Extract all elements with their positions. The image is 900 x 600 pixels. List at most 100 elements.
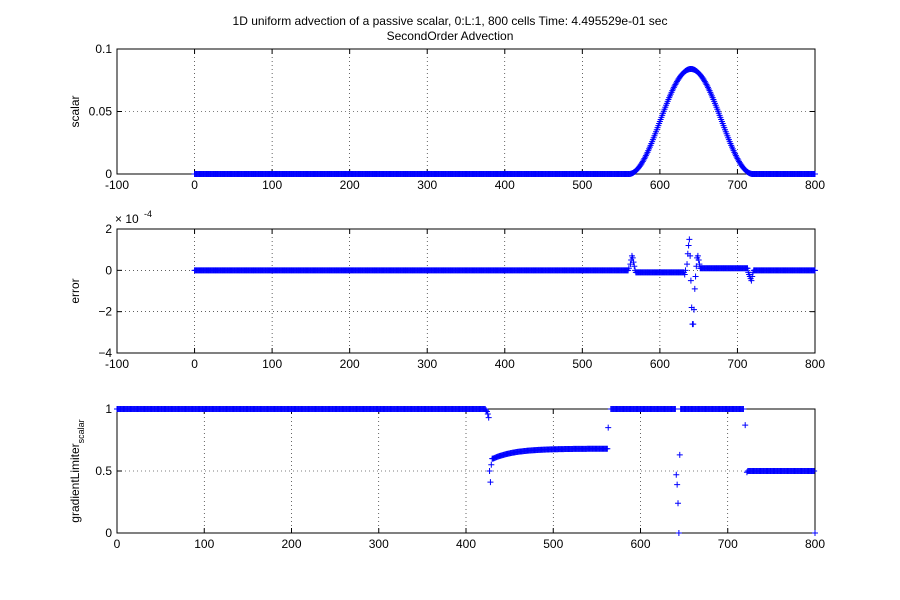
axes3-data-point — [483, 407, 490, 414]
axes2-series — [191, 236, 818, 328]
axes3-data-point — [488, 461, 495, 468]
axes1-ytick-label: 0 — [105, 167, 112, 181]
axes1-data-point — [641, 155, 648, 162]
axes1-ytick-label: 0.05 — [89, 105, 113, 119]
axes3-data-point — [743, 469, 750, 476]
axes2-data-point — [627, 261, 634, 268]
axes1-xtick-label: 600 — [650, 178, 670, 192]
axes2-data-point — [631, 263, 638, 270]
axes2-data-point — [693, 263, 700, 270]
axes2-data-point — [691, 306, 698, 313]
axes2-data-point — [686, 236, 693, 243]
axes2-xtick-label: -100 — [105, 357, 129, 371]
axes2-xtick-label: 400 — [495, 357, 515, 371]
figure-title: 1D uniform advection of a passive scalar… — [232, 14, 668, 28]
axes2-xtick-label: 600 — [650, 357, 670, 371]
axes3-data-point — [672, 406, 679, 412]
axes3-xtick-label: 700 — [718, 537, 738, 551]
figure-subtitle: SecondOrder Advection — [386, 29, 514, 43]
axes2-xtick-label: 500 — [572, 357, 592, 371]
axes2-data-point — [681, 271, 688, 278]
axes1-series — [191, 66, 818, 177]
axes3-ytick-label: 0.5 — [95, 464, 112, 478]
axes1-xtick-label: 800 — [805, 178, 825, 192]
axes2-data-point — [630, 259, 637, 266]
axes1-xtick-label: 100 — [262, 178, 282, 192]
axes2-xtick-label: 800 — [805, 357, 825, 371]
axes1-xtick-label: 200 — [340, 178, 360, 192]
axes3-data-point — [486, 468, 493, 474]
axes3-xtick-label: 600 — [630, 537, 650, 551]
axes3-data-point — [744, 468, 751, 474]
axes2-data-point — [695, 257, 702, 263]
axes2-xtick-label: 300 — [417, 357, 437, 371]
axes2-frame — [116, 228, 816, 354]
axes1-xtick-label: -100 — [105, 178, 129, 192]
axes3-xtick-label: 0 — [114, 537, 121, 551]
axes3-data-point — [484, 410, 491, 417]
axes2-data-point — [744, 265, 751, 272]
axes1-xtick-label: 400 — [495, 178, 515, 192]
axes3-data-point — [675, 500, 682, 507]
axes1-data-point — [703, 81, 710, 88]
axes3-ylabel-subscript: scalar — [76, 419, 86, 443]
axes3-xtick-label: 100 — [194, 537, 214, 551]
axes2-xtick-label: 0 — [191, 357, 198, 371]
axes2-xtick-label: 100 — [262, 357, 282, 371]
axes3-data-point — [674, 481, 681, 488]
axes3-data-point — [605, 424, 612, 431]
axes3-series — [114, 406, 818, 536]
axes2-data-point — [682, 267, 689, 274]
axes3-xtick-label: 300 — [369, 537, 389, 551]
axes3-data-point — [673, 471, 680, 478]
axes2-data-point — [748, 277, 755, 284]
axes2-data-point — [812, 267, 818, 274]
axes3-xtick-label: 800 — [805, 537, 825, 551]
axes2-ytick-label: −2 — [98, 305, 112, 319]
axes3-xtick-label: 500 — [543, 537, 563, 551]
axes1-xtick-label: 0 — [191, 178, 198, 192]
axes3-data-point — [742, 422, 749, 429]
axes1-xtick-label: 700 — [727, 178, 747, 192]
axes2-ytick-label: −4 — [98, 346, 112, 360]
axes1-ytick-label: 0.1 — [95, 42, 112, 56]
axes3-data-point — [812, 530, 818, 536]
axes3-ytick-label: 0 — [105, 526, 112, 540]
axes1-xtick-label: 500 — [572, 178, 592, 192]
axes2-xtick-label: 700 — [727, 357, 747, 371]
axes3-data-point — [740, 406, 747, 412]
axes2-data-point — [696, 261, 703, 268]
axes3-xtick-label: 200 — [281, 537, 301, 551]
axes3-xtick-label: 400 — [456, 537, 476, 551]
axes2-data-point — [692, 273, 699, 280]
axes2-data-point — [687, 277, 694, 284]
axes3-ylabel: gradientLimiterscalar — [68, 419, 86, 522]
axes2-data-point — [750, 267, 757, 274]
axes2-data-point — [629, 254, 636, 261]
axes2-data-point — [694, 252, 701, 259]
axes2-exponent-label: × 10 — [115, 212, 139, 226]
axes3-data-point — [675, 530, 682, 536]
axes3-data-point — [811, 468, 818, 474]
axes2-data-point — [685, 242, 692, 249]
axes2-ylabel: error — [68, 278, 82, 303]
axes1-data-point — [812, 171, 818, 177]
axes2-data-point — [687, 252, 694, 259]
axes2-data-point — [691, 285, 698, 292]
axes2-xtick-label: 200 — [340, 357, 360, 371]
axes3-data-point — [485, 414, 492, 421]
axes3-data-point — [676, 451, 683, 458]
axes1-ylabel: scalar — [68, 95, 82, 127]
axes2-data-point — [684, 261, 691, 268]
axes2-data-point — [749, 273, 756, 280]
axes3-data-point — [487, 479, 494, 486]
axes3-data-point — [490, 455, 497, 462]
axes2-data-point — [632, 269, 639, 276]
axes1-xtick-label: 300 — [417, 178, 437, 192]
axes2-exponent-power: -4 — [144, 209, 152, 219]
axes3-ytick-label: 1 — [105, 402, 112, 416]
axes2-data-point — [690, 321, 697, 328]
axes2-ytick-label: 0 — [105, 263, 112, 277]
axes3-data-point — [604, 445, 611, 452]
